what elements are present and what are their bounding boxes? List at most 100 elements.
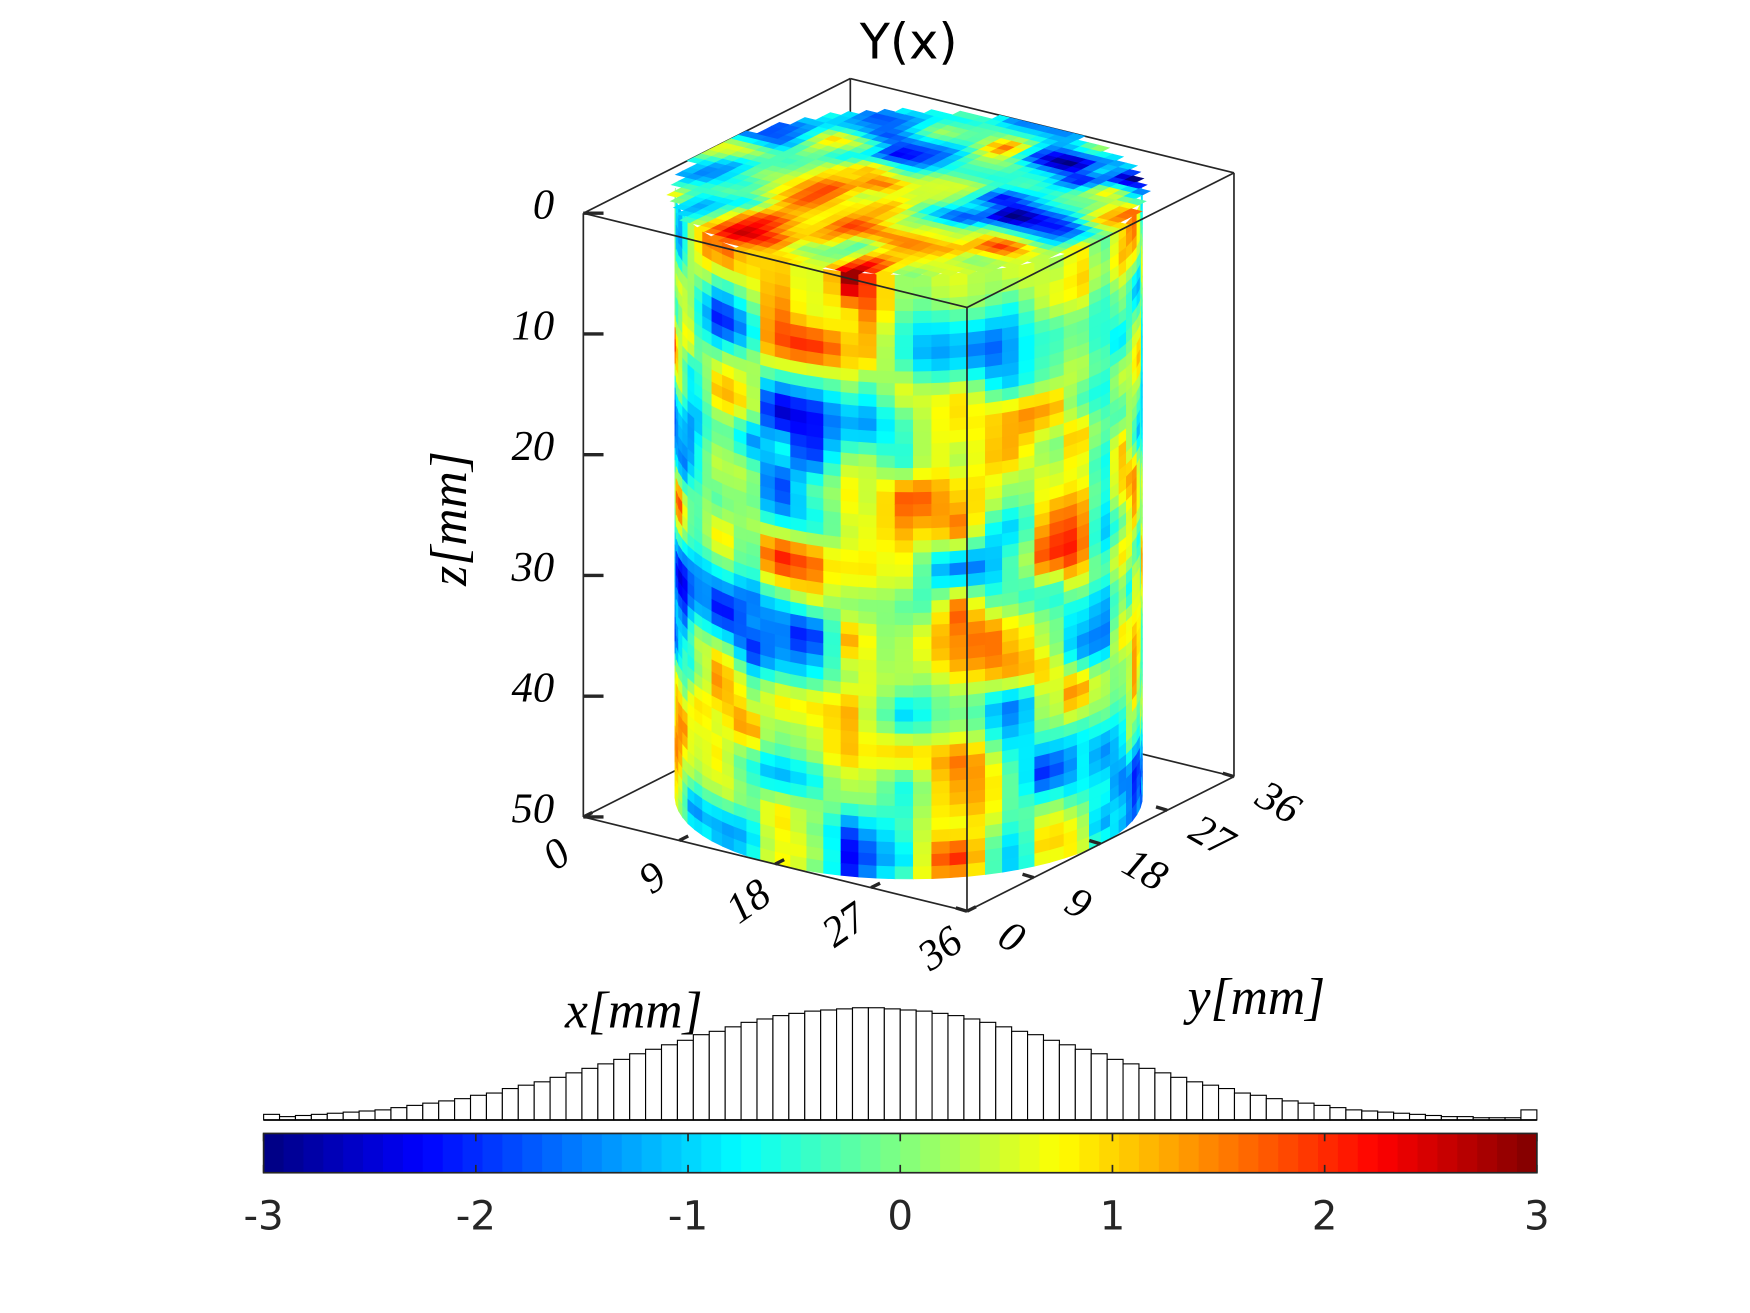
voxel xyxy=(876,310,896,324)
histogram-bar xyxy=(422,1102,440,1121)
voxel xyxy=(913,371,933,385)
voxel xyxy=(840,464,860,479)
voxel xyxy=(967,837,986,853)
voxel xyxy=(931,635,951,650)
voxel xyxy=(858,623,878,637)
voxel xyxy=(858,574,878,589)
voxel xyxy=(913,829,933,844)
voxel xyxy=(949,308,969,323)
colorbar-tick-label: 3 xyxy=(1524,1193,1550,1240)
voxel xyxy=(894,419,914,433)
voxel-field xyxy=(666,107,1152,880)
voxel xyxy=(876,455,896,469)
voxel xyxy=(840,790,860,805)
voxel xyxy=(894,576,914,590)
voxel xyxy=(858,309,878,324)
voxel xyxy=(949,646,969,661)
voxel xyxy=(949,731,969,746)
voxel xyxy=(876,708,896,723)
voxel xyxy=(913,721,933,735)
y-tick xyxy=(1088,838,1101,846)
colorbar-cell xyxy=(1437,1133,1458,1173)
histogram-bar xyxy=(1281,1100,1299,1121)
voxel xyxy=(931,370,951,384)
histogram-bar xyxy=(438,1100,456,1121)
voxel xyxy=(931,841,951,855)
voxel xyxy=(876,431,896,445)
voxel xyxy=(876,575,896,590)
voxel xyxy=(858,321,878,336)
voxel xyxy=(876,745,896,759)
voxel xyxy=(894,504,914,518)
voxel xyxy=(949,803,969,818)
histogram-bar xyxy=(820,1009,838,1121)
voxel xyxy=(876,829,896,843)
colorbar-cell xyxy=(263,1133,285,1173)
voxel xyxy=(840,742,860,757)
histogram-bar xyxy=(756,1018,774,1121)
colorbar-cell xyxy=(1198,1133,1220,1173)
voxel xyxy=(876,841,896,856)
voxel xyxy=(931,285,951,300)
voxel xyxy=(876,660,896,674)
voxel xyxy=(858,454,878,468)
voxel xyxy=(949,489,969,504)
colorbar-cell xyxy=(760,1133,782,1173)
colorbar-tick-label: -2 xyxy=(456,1193,496,1240)
voxel xyxy=(840,379,860,395)
histogram-bar xyxy=(374,1109,392,1121)
colorbar-cell xyxy=(562,1133,583,1173)
voxel xyxy=(858,297,878,311)
histogram-bar xyxy=(676,1039,694,1121)
histogram-bar xyxy=(1377,1111,1395,1121)
colorbar-cell xyxy=(1218,1133,1240,1173)
histogram-bar xyxy=(1345,1109,1363,1121)
voxel xyxy=(1126,198,1147,206)
voxel xyxy=(913,491,933,506)
voxel xyxy=(858,333,878,348)
voxel xyxy=(894,335,914,349)
voxel xyxy=(931,587,951,602)
voxel xyxy=(858,490,878,505)
voxel xyxy=(876,720,896,735)
voxel xyxy=(894,492,914,506)
voxel xyxy=(967,354,986,370)
voxel xyxy=(931,647,951,662)
voxel xyxy=(913,672,933,687)
colorbar-cell xyxy=(382,1133,404,1173)
histogram-bar xyxy=(1027,1034,1045,1121)
histogram-bar xyxy=(565,1072,583,1121)
voxel xyxy=(967,668,986,684)
voxel xyxy=(931,829,951,843)
voxel xyxy=(840,391,860,407)
voxel xyxy=(967,692,986,708)
voxel xyxy=(967,620,986,636)
voxel xyxy=(967,403,986,418)
voxel xyxy=(876,648,896,662)
voxel xyxy=(913,503,933,518)
voxel xyxy=(823,860,842,876)
voxel xyxy=(894,479,914,493)
voxel xyxy=(913,310,933,324)
y-axis-label: y[mm] xyxy=(1183,969,1326,1026)
voxel xyxy=(913,684,933,699)
voxel xyxy=(931,623,951,638)
colorbar-cell xyxy=(1457,1133,1478,1173)
voxel xyxy=(840,416,860,431)
colorbar-cell xyxy=(1178,1133,1200,1173)
voxel xyxy=(931,418,951,433)
voxel xyxy=(967,717,986,732)
voxel xyxy=(1118,162,1139,170)
voxel xyxy=(858,804,878,819)
voxel xyxy=(858,792,878,807)
voxel xyxy=(949,791,969,806)
voxel xyxy=(967,680,986,696)
histogram-bar xyxy=(390,1107,408,1121)
voxel xyxy=(949,549,969,565)
histogram-bar xyxy=(501,1087,519,1121)
voxel xyxy=(894,310,914,324)
voxel xyxy=(858,707,878,722)
voxel xyxy=(967,584,986,599)
voxel xyxy=(949,501,969,516)
voxel xyxy=(967,849,986,865)
